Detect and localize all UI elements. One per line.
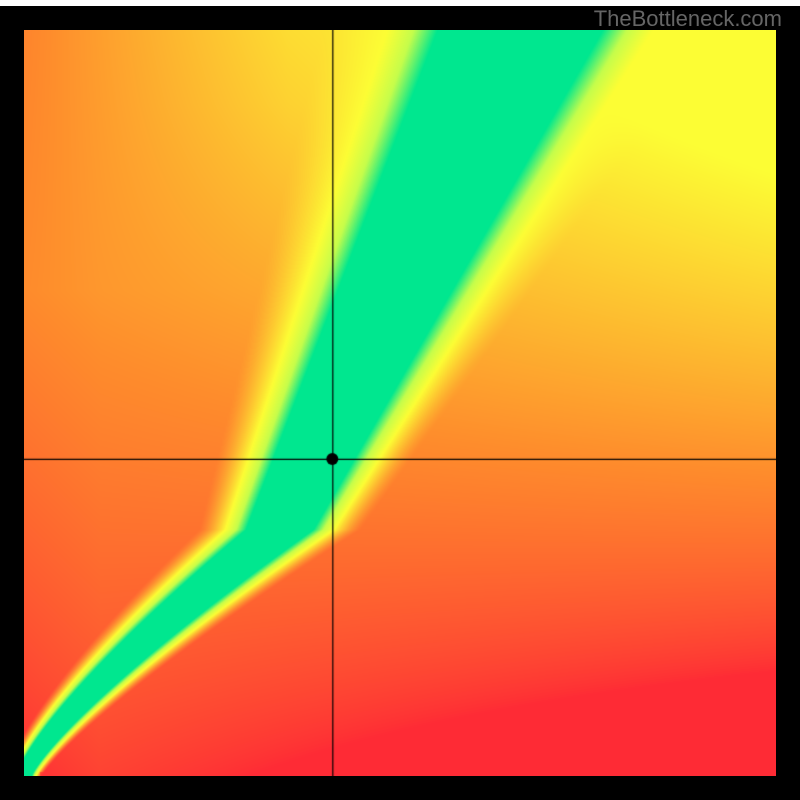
- plot-frame: [0, 6, 800, 800]
- chart-container: TheBottleneck.com: [0, 0, 800, 800]
- watermark-text: TheBottleneck.com: [594, 6, 782, 32]
- overlay-canvas: [24, 30, 776, 776]
